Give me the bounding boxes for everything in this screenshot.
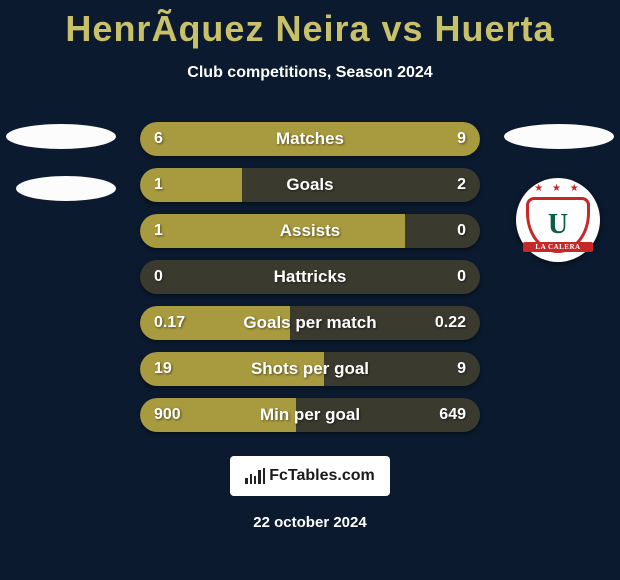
stat-value-right: 9 bbox=[457, 360, 466, 378]
footer-date: 22 october 2024 bbox=[0, 514, 620, 531]
stat-label: Shots per goal bbox=[251, 359, 369, 379]
stat-label: Matches bbox=[276, 129, 344, 149]
stat-value-right: 2 bbox=[457, 176, 466, 194]
stat-value-left: 1 bbox=[154, 176, 163, 194]
stat-row: 1 Goals 2 bbox=[140, 168, 480, 202]
stat-fill-left bbox=[140, 214, 405, 248]
stat-value-right: 0 bbox=[457, 222, 466, 240]
stat-row: 0.17 Goals per match 0.22 bbox=[140, 306, 480, 340]
brand-text: FcTables.com bbox=[269, 467, 375, 485]
stat-value-left: 1 bbox=[154, 222, 163, 240]
stat-label: Assists bbox=[280, 221, 340, 241]
stat-row: 6 Matches 9 bbox=[140, 122, 480, 156]
stat-value-left: 900 bbox=[154, 406, 181, 424]
stat-row: 0 Hattricks 0 bbox=[140, 260, 480, 294]
brand-chart-icon bbox=[245, 468, 265, 484]
stat-label: Goals per match bbox=[243, 313, 376, 333]
stat-label: Goals bbox=[286, 175, 333, 195]
page-subtitle: Club competitions, Season 2024 bbox=[0, 64, 620, 82]
player1-placeholder-icon bbox=[6, 124, 116, 149]
page-title: HenrÃ­quez Neira vs Huerta bbox=[0, 0, 620, 50]
stat-label: Min per goal bbox=[260, 405, 360, 425]
player2-placeholder-icon bbox=[504, 124, 614, 149]
badge-shield-icon: U LA CALERA bbox=[526, 197, 590, 253]
badge-banner: LA CALERA bbox=[523, 242, 593, 252]
stats-container: 6 Matches 9 1 Goals 2 1 Assists 0 0 Hattricks 0 0.17… bbox=[140, 122, 480, 432]
stat-row: 19 Shots per goal 9 bbox=[140, 352, 480, 386]
stat-value-right: 649 bbox=[439, 406, 466, 424]
stat-value-right: 0.22 bbox=[435, 314, 466, 332]
stat-label: Hattricks bbox=[274, 267, 347, 287]
badge-letter: U bbox=[548, 209, 568, 241]
stat-row: 900 Min per goal 649 bbox=[140, 398, 480, 432]
stat-row: 1 Assists 0 bbox=[140, 214, 480, 248]
stat-value-right: 9 bbox=[457, 130, 466, 148]
stat-value-left: 19 bbox=[154, 360, 172, 378]
player1-placeholder-icon-2 bbox=[16, 176, 116, 201]
stat-value-left: 6 bbox=[154, 130, 163, 148]
stat-value-left: 0 bbox=[154, 268, 163, 286]
stat-value-right: 0 bbox=[457, 268, 466, 286]
player2-club-badge: ★ ★ ★ U LA CALERA bbox=[516, 178, 600, 262]
brand-box[interactable]: FcTables.com bbox=[230, 456, 390, 496]
badge-stars-icon: ★ ★ ★ bbox=[526, 183, 590, 194]
stat-value-left: 0.17 bbox=[154, 314, 185, 332]
